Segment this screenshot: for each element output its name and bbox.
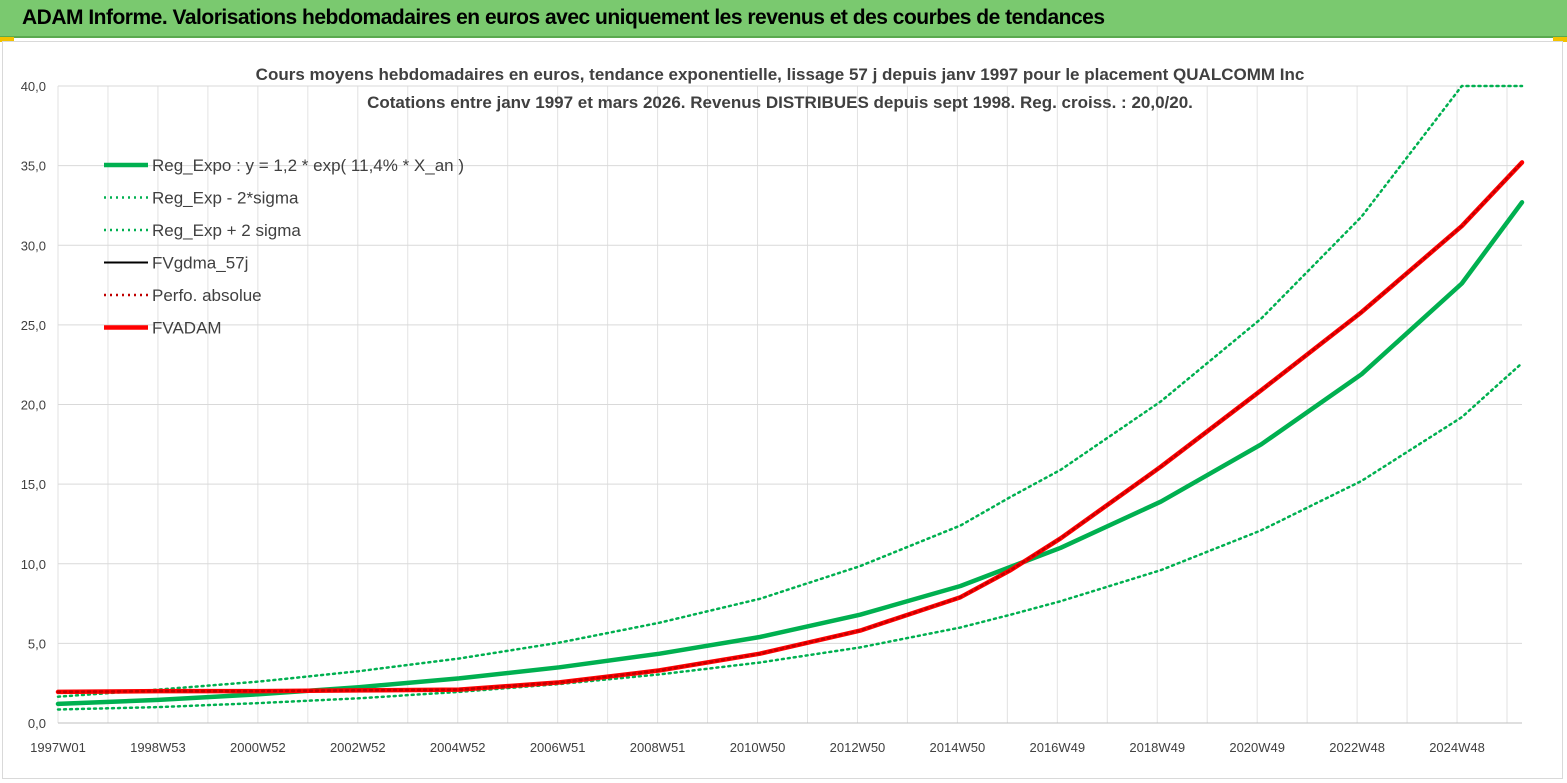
report-banner: ADAM Informe. Valorisations hebdomadaire… <box>0 0 1567 38</box>
x-tick-label: 2010W50 <box>730 740 786 755</box>
x-tick-label: 2018W49 <box>1129 740 1185 755</box>
y-tick-label: 20,0 <box>21 398 46 413</box>
chart-subtitle: Cotations entre janv 1997 et mars 2026. … <box>367 93 1193 112</box>
x-tick-label: 2020W49 <box>1229 740 1285 755</box>
x-tick-label: 2016W49 <box>1029 740 1085 755</box>
y-tick-label: 25,0 <box>21 318 46 333</box>
legend-label: Reg_Exp + 2 sigma <box>152 221 301 240</box>
x-tick-label: 2012W50 <box>830 740 886 755</box>
corner-marker-left <box>0 37 14 42</box>
x-tick-label: 2024W48 <box>1429 740 1485 755</box>
chart-legend: Reg_Expo : y = 1,2 * exp( 11,4% * X_an )… <box>104 156 464 338</box>
series-line-5 <box>55 160 1525 695</box>
chart-grid <box>57 85 1522 724</box>
legend-label: Perfo. absolue <box>152 286 262 305</box>
legend-label: FVADAM <box>152 319 222 338</box>
series-line-1 <box>56 361 1524 711</box>
legend-label: Reg_Exp - 2*sigma <box>152 189 299 208</box>
y-axis-ticks: 0,0 5,0 10,0 15,0 20,0 25,0 30,0 35,0 40,0 <box>21 79 46 731</box>
series-line-0 <box>55 200 1525 707</box>
x-tick-label: 2004W52 <box>430 740 486 755</box>
corner-marker-right <box>1553 37 1567 42</box>
series-line-3 <box>57 161 1523 693</box>
x-tick-label: 1997W01 <box>30 740 86 755</box>
x-tick-label: 2008W51 <box>630 740 686 755</box>
x-tick-label: 2022W48 <box>1329 740 1385 755</box>
legend-label: Reg_Expo : y = 1,2 * exp( 11,4% * X_an ) <box>152 156 464 175</box>
chart-title: Cours moyens hebdomadaires en euros, ten… <box>256 65 1305 84</box>
y-tick-label: 10,0 <box>21 557 46 572</box>
x-tick-label: 2014W50 <box>930 740 986 755</box>
series-line-4 <box>56 161 1524 694</box>
y-tick-label: 15,0 <box>21 477 46 492</box>
y-tick-label: 35,0 <box>21 159 46 174</box>
y-tick-label: 30,0 <box>21 238 46 253</box>
x-axis-ticks: 1997W01 1998W53 2000W52 2002W52 2004W52 2006W… <box>30 740 1485 755</box>
x-tick-label: 2000W52 <box>230 740 286 755</box>
x-tick-label: 2002W52 <box>330 740 386 755</box>
series-line-2 <box>56 84 1524 698</box>
y-tick-label: 0,0 <box>28 716 46 731</box>
report-title: ADAM Informe. Valorisations hebdomadaire… <box>22 6 1105 29</box>
x-tick-label: 2006W51 <box>530 740 586 755</box>
series-layer <box>55 84 1525 711</box>
y-tick-label: 5,0 <box>28 636 46 651</box>
chart-frame <box>2 41 1563 779</box>
y-tick-label: 40,0 <box>21 79 46 94</box>
legend-label: FVgdma_57j <box>152 254 248 273</box>
x-tick-label: 1998W53 <box>130 740 186 755</box>
